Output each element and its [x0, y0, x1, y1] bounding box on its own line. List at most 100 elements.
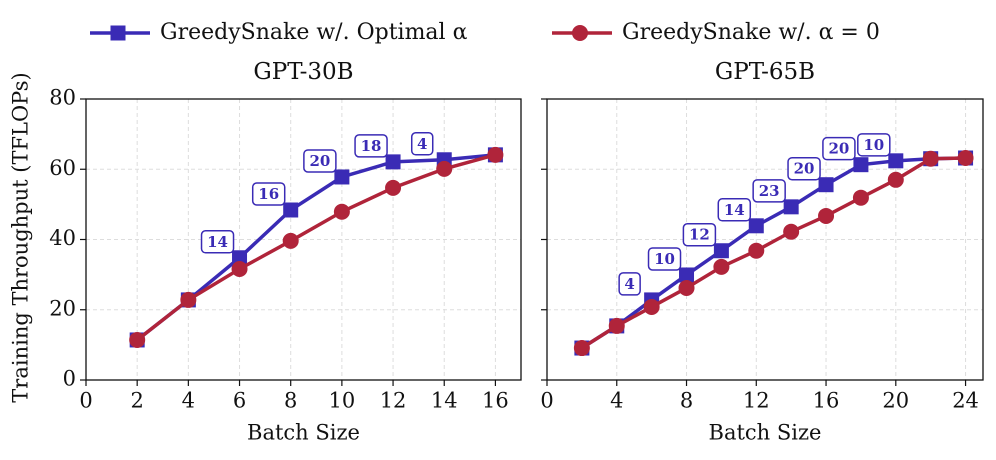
annotation-box: [251, 182, 286, 206]
marker: [852, 189, 869, 206]
marker: [713, 258, 730, 275]
annotation: 20: [303, 149, 337, 173]
x-tick-label: 6: [233, 389, 246, 413]
x-tick-label: 8: [284, 389, 297, 413]
marker: [713, 243, 729, 259]
marker: [818, 177, 834, 193]
series-line: [136, 153, 496, 342]
y-tick-label: 20: [49, 296, 76, 320]
marker: [678, 279, 695, 296]
x-tick-label: 8: [680, 389, 693, 413]
annotation-box: [410, 132, 434, 156]
marker: [748, 242, 765, 259]
marker: [110, 25, 126, 41]
marker: [283, 202, 299, 218]
annotation-text: 14: [207, 233, 228, 251]
marker: [232, 250, 248, 266]
marker: [853, 157, 869, 173]
marker: [385, 179, 402, 196]
x-tick-label: 2: [130, 389, 143, 413]
series-line: [136, 153, 496, 342]
annotation: 23: [752, 179, 786, 203]
x-tick-label: 4: [182, 389, 195, 413]
marker: [643, 298, 660, 315]
annotation: 4: [410, 132, 434, 156]
annotation-box: [303, 149, 337, 173]
annotation: 12: [682, 222, 717, 247]
annotation-box: [822, 136, 856, 161]
plot-frame: [546, 98, 984, 381]
annotation-text: 14: [724, 201, 745, 219]
annotation-box: [717, 198, 752, 222]
annotation-text: 20: [309, 152, 330, 170]
legend-label: GreedySnake w/. Optimal α: [160, 20, 468, 45]
annotation-text: 12: [689, 226, 710, 244]
marker: [957, 150, 974, 167]
x-tick-label: 12: [380, 389, 407, 413]
marker: [679, 267, 695, 283]
annotation: 14: [717, 198, 752, 222]
marker: [487, 146, 504, 163]
marker: [180, 291, 197, 308]
marker: [282, 232, 299, 249]
annotation-text: 23: [759, 182, 780, 200]
annotation-text: 20: [794, 160, 815, 178]
x-tick-label: 0: [79, 389, 92, 413]
y-axis-label: Training Throughput (TFLOPs): [9, 72, 33, 402]
annotation-text: 4: [417, 135, 427, 153]
annotation-box: [647, 247, 682, 271]
x-tick-label: 10: [329, 389, 356, 413]
x-axis-label: Batch Size: [709, 421, 822, 445]
chart-title: GPT-30B: [253, 59, 353, 85]
marker: [385, 154, 401, 170]
annotation: 10: [857, 133, 891, 157]
annotation-text: 4: [624, 275, 634, 293]
x-axis-label: Batch Size: [247, 421, 360, 445]
x-tick-label: 24: [952, 389, 979, 413]
legend-label: GreedySnake w/. α = 0: [622, 20, 880, 45]
annotation-text: 10: [863, 136, 884, 154]
marker: [922, 150, 939, 167]
annotation: 4: [618, 272, 641, 296]
marker: [783, 199, 799, 215]
marker: [334, 169, 350, 185]
x-tick-label: 16: [813, 389, 840, 413]
marker: [436, 160, 453, 177]
marker: [573, 340, 590, 357]
annotation-box: [857, 133, 891, 157]
annotation: 20: [822, 136, 856, 161]
annotation: 18: [354, 134, 388, 158]
plot-frame: [85, 98, 522, 381]
annotation-box: [752, 179, 786, 203]
annotation-text: 18: [361, 137, 382, 155]
x-tick-label: 20: [882, 389, 909, 413]
annotation-box: [618, 272, 641, 296]
x-tick-label: 16: [482, 389, 509, 413]
annotation-box: [682, 222, 717, 247]
marker: [888, 153, 904, 169]
annotation-box: [787, 156, 821, 181]
annotation-box: [354, 134, 388, 158]
y-tick-label: 60: [49, 156, 76, 180]
marker: [608, 317, 625, 334]
y-tick-label: 40: [49, 226, 76, 250]
chart-title: GPT-65B: [715, 59, 815, 85]
marker: [748, 218, 764, 234]
x-tick-label: 12: [743, 389, 770, 413]
marker: [333, 203, 350, 220]
marker: [572, 25, 588, 41]
x-tick-label: 0: [540, 389, 553, 413]
annotation-box: [200, 230, 235, 254]
annotation-text: 20: [828, 140, 849, 158]
x-tick-label: 4: [610, 389, 623, 413]
y-tick-label: 80: [49, 86, 76, 110]
annotation: 20: [787, 156, 821, 181]
annotation-text: 10: [654, 250, 675, 268]
marker: [818, 207, 835, 224]
marker: [231, 261, 248, 278]
x-tick-label: 14: [431, 389, 458, 413]
marker: [783, 223, 800, 240]
annotation-text: 16: [258, 185, 279, 203]
annotation: 10: [647, 247, 682, 271]
